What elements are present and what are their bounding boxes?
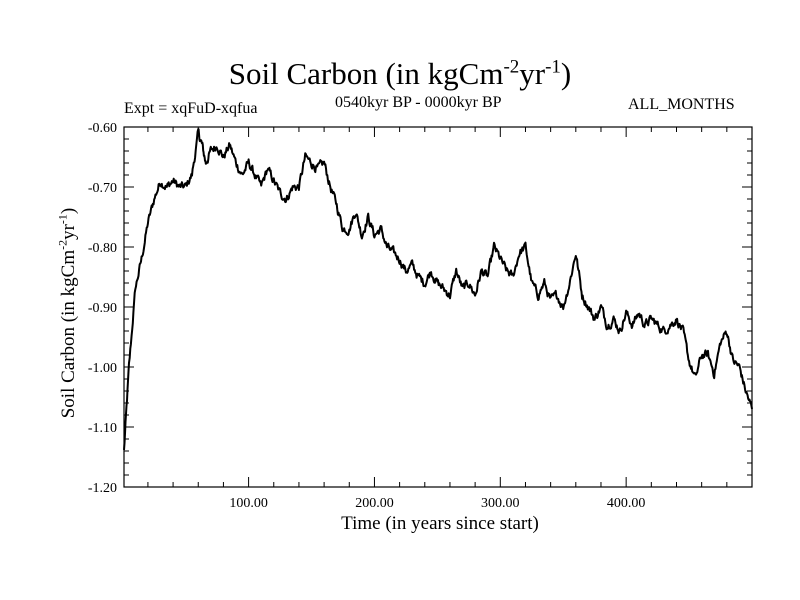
y-axis-label-main: Soil Carbon (in kgCm <box>58 249 79 419</box>
chart-title-sup1: -2 <box>503 56 520 78</box>
y-tick-label: -1.20 <box>88 481 117 496</box>
chart-title-end: ) <box>560 56 572 91</box>
plot-frame <box>123 126 753 488</box>
y-axis-label-end: ) <box>58 207 79 215</box>
y-tick-label: -1.10 <box>88 421 117 436</box>
chart-title-main: Soil Carbon (in kgCm <box>228 56 504 91</box>
x-tick-label: 300.00 <box>481 496 520 511</box>
period-label: 0540kyr BP - 0000kyr BP <box>335 94 502 111</box>
y-tick-label: -0.60 <box>88 121 117 136</box>
series-line <box>123 128 753 450</box>
y-tick-label: -0.90 <box>88 301 117 316</box>
chart-title-mid: yr <box>519 56 546 91</box>
y-axis-label-sup1: -2 <box>55 239 70 250</box>
experiment-label: Expt = xqFuD-xqfua <box>124 100 258 117</box>
y-tick-label: -0.70 <box>88 181 117 196</box>
x-axis-label: Time (in years since start) <box>341 513 539 534</box>
y-tick-label: -1.00 <box>88 361 117 376</box>
x-tick-label: 400.00 <box>607 496 646 511</box>
y-axis-label: Soil Carbon (in kgCm-2yr-1) <box>55 148 80 478</box>
chart-title: Soil Carbon (in kgCm-2yr-1) <box>0 56 800 92</box>
y-axis-label-sup2: -1 <box>55 214 70 225</box>
y-axis-label-mid: yr <box>58 224 79 240</box>
y-tick-label: -0.80 <box>88 241 117 256</box>
axis-ticks <box>124 126 752 488</box>
series-group <box>123 128 753 450</box>
chart-title-sup2: -1 <box>545 56 561 78</box>
x-tick-label: 200.00 <box>355 496 394 511</box>
months-label: ALL_MONTHS <box>628 96 735 113</box>
axis-tick-labels: 100.00 200.00 300.00 400.00 -0.60 -0.70 -0.80 -… <box>88 121 646 511</box>
x-tick-label: 100.00 <box>229 496 268 511</box>
